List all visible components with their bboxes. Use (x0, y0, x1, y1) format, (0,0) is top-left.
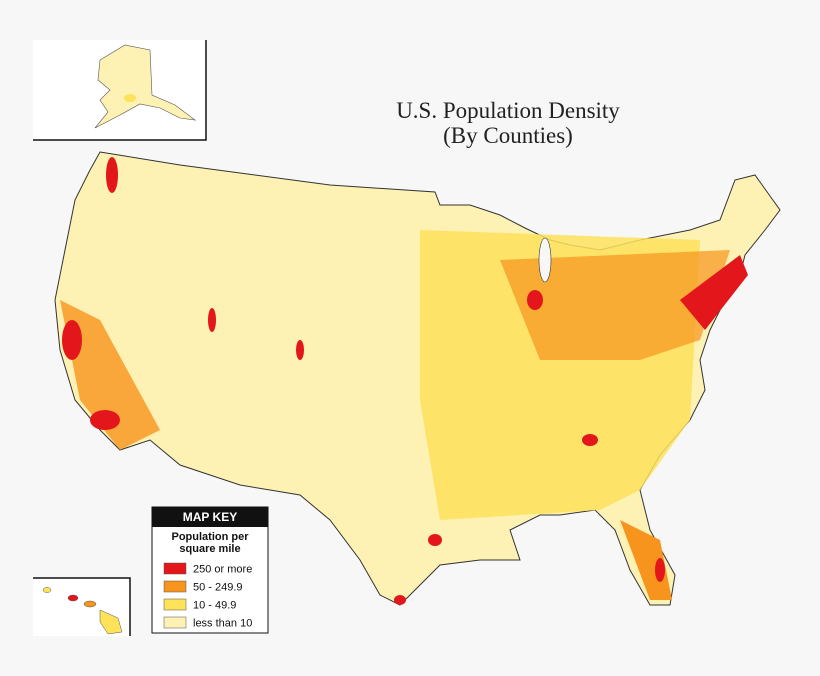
title-line: U.S. Population Density (396, 98, 620, 123)
inset-border (33, 577, 131, 636)
key-subtitle: Population per (172, 531, 250, 543)
key-swatch (163, 616, 187, 629)
alaska-inset (33, 40, 207, 141)
inset-border (33, 40, 207, 141)
key-label: 250 or more (193, 564, 252, 576)
density-region (500, 250, 730, 360)
density-region (62, 320, 82, 360)
key-label: 50 - 249.9 (193, 582, 243, 594)
density-region (60, 300, 160, 450)
key-subtitle: square mile (179, 543, 240, 555)
hawaii-inset (33, 577, 131, 636)
density-region (655, 558, 665, 582)
alaska (94, 44, 197, 129)
title-line: (By Counties) (443, 123, 573, 148)
key-title: MAP KEY (183, 510, 237, 524)
key-swatch (163, 598, 187, 611)
island (42, 587, 52, 593)
island (99, 609, 123, 635)
density-region (582, 434, 598, 446)
key-swatch (163, 580, 187, 593)
density-region (208, 308, 216, 332)
density-region (106, 157, 118, 193)
island (83, 600, 97, 608)
key-swatch (163, 562, 187, 575)
map-key: MAP KEY Population per square mile 250 o… (151, 506, 269, 634)
key-label: 10 - 49.9 (193, 600, 236, 612)
density-region (527, 290, 543, 310)
density-region (90, 410, 120, 430)
density-region (394, 595, 406, 605)
lake (538, 237, 552, 283)
alaska-region (124, 94, 136, 102)
mainland (54, 151, 781, 606)
density-region (680, 255, 748, 330)
density-region (296, 340, 304, 360)
key-label: less than 10 (193, 618, 252, 630)
density-region (428, 534, 442, 546)
key-header (152, 507, 268, 527)
island (67, 594, 79, 602)
